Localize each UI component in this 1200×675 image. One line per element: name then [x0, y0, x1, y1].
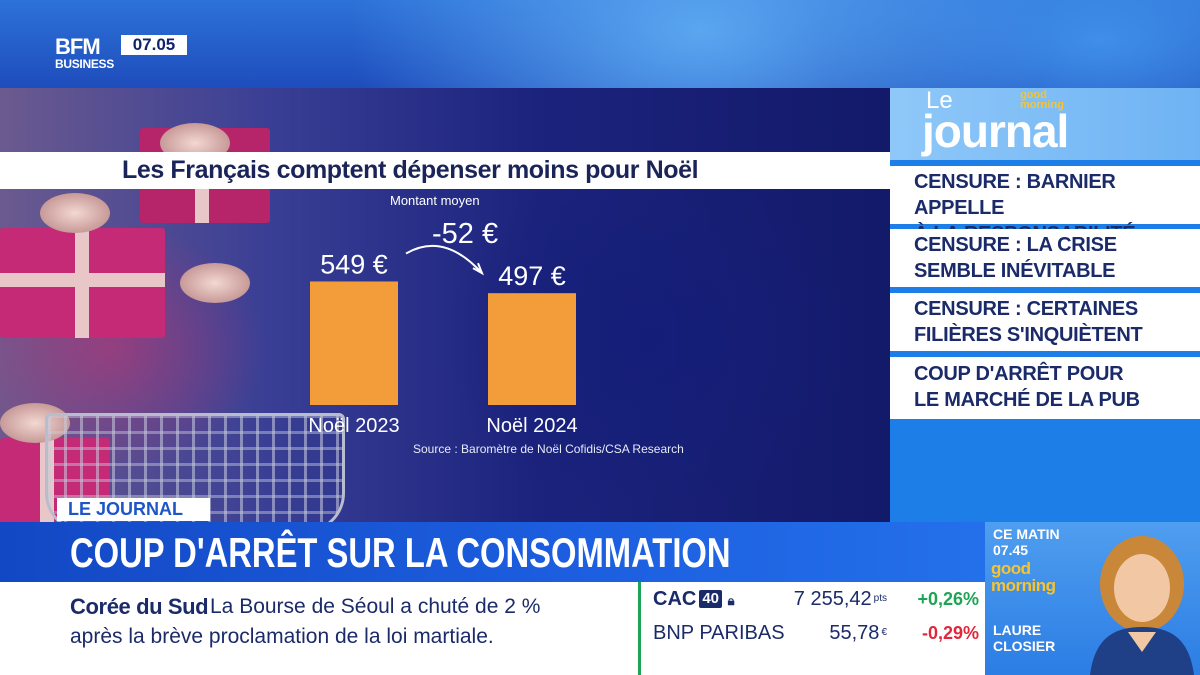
headline-item[interactable]: COUP D'ARRÊT POUR LE MARCHÉ DE LA PUB — [890, 357, 1200, 419]
bar-2 — [488, 293, 576, 405]
bar-value-label: 549 € — [320, 249, 388, 279]
journal-title: journal — [922, 105, 1069, 157]
headline-line: LE MARCHÉ DE LA PUB — [914, 389, 1140, 411]
presenter-first-name: LAURE — [993, 622, 1042, 638]
headline-line: CENSURE : CERTAINES — [914, 298, 1138, 320]
market-change: -0,29% — [921, 623, 979, 643]
presenter-photo — [1090, 536, 1194, 675]
market-ticker: CAC 40 🔒︎ 7 255,42 pts +0,26% BNP PARIBAS … — [638, 582, 985, 675]
chart-title-bar: Les Français comptent dépenser moins pou… — [0, 152, 890, 189]
market-stock-name: BNP PARIBAS — [653, 622, 785, 644]
presenter-last-name: CLOSIER — [993, 638, 1056, 654]
gift-box-image — [0, 228, 165, 338]
channel-logo: BFM BUSINESS — [55, 36, 117, 72]
headline-line: SEMBLE INÉVITABLE — [914, 260, 1116, 282]
journal-header: Le journal good morning — [890, 88, 1200, 160]
chart-title: Les Français comptent dépenser moins pou… — [122, 156, 699, 184]
journal-panel: Le journal good morning CENSURE : BARNIE… — [890, 88, 1200, 523]
chart-source: Source : Baromètre de Noël Cofidis/CSA R… — [413, 442, 684, 456]
market-change: +0,26% — [917, 589, 979, 609]
bar-chart: 549 € Noël 2023 497 € Noël 2024 — [308, 245, 578, 437]
market-value-unit: pts — [873, 593, 887, 604]
channel-logo-text: BFM — [55, 34, 101, 59]
channel-logo-subtext: BUSINESS — [55, 57, 114, 71]
market-value: 55,78 € — [829, 620, 887, 646]
market-value: 7 255,42 pts — [794, 586, 887, 612]
bar-value-label: 497 € — [498, 261, 566, 291]
category-label: Noël 2023 — [308, 415, 399, 437]
market-index-name: CAC 40 🔒︎ — [653, 586, 735, 614]
section-label: LE JOURNAL — [57, 498, 210, 521]
lock-icon: 🔒︎ — [727, 593, 735, 608]
decrease-arrow — [405, 245, 483, 274]
upcoming-label: CE MATIN — [993, 526, 1060, 542]
headline-line: CENSURE : BARNIER APPELLE — [914, 171, 1116, 219]
news-ticker: Corée du Sud La Bourse de Séoul a chuté … — [0, 582, 638, 675]
headline-item[interactable]: CENSURE : LA CRISE SEMBLE INÉVITABLE — [890, 229, 1200, 287]
category-label: Noël 2024 — [486, 415, 577, 437]
gift-bow-image — [180, 263, 250, 303]
show-logo: good morning — [991, 559, 1056, 595]
chart-subtitle: Montant moyen — [390, 193, 480, 208]
ticker-text: La Bourse de Séoul a chuté de 2 % — [210, 595, 541, 618]
journal-title-le: Le — [926, 87, 953, 114]
headline-line: CENSURE : LA CRISE — [914, 234, 1117, 256]
cac-40-badge: 40 — [699, 590, 723, 608]
ticker-topic: Corée du Sud — [70, 594, 209, 619]
bar-1 — [310, 281, 398, 405]
chart-annotation: -52 € — [432, 218, 499, 250]
headline-item[interactable]: CENSURE : CERTAINES FILIÈRES S'INQUIÈTEN… — [890, 293, 1200, 351]
market-value-number: 55,78 — [829, 622, 880, 644]
arrow-head-icon — [472, 262, 484, 276]
clock: 07.05 — [121, 35, 187, 55]
headline-item[interactable]: CENSURE : BARNIER APPELLE À LA RESPONSAB… — [890, 166, 1200, 245]
upcoming-time: 07.45 — [993, 542, 1029, 558]
headline-line: COUP D'ARRÊT POUR — [914, 363, 1124, 385]
presenter-card: CE MATIN 07.45 good morning LAURE CLOSIE… — [985, 522, 1200, 675]
main-banner: COUP D'ARRÊT SUR LA CONSOMMATION — [0, 522, 985, 582]
good-morning-logo: good morning — [1020, 89, 1064, 111]
market-value-number: 7 255,42 — [793, 588, 872, 610]
gift-bow-image — [40, 193, 110, 233]
market-index-label: CAC — [653, 588, 697, 610]
ticker-text: après la brève proclamation de la loi ma… — [70, 625, 494, 648]
headline-line: FILIÈRES S'INQUIÈTENT — [914, 324, 1143, 346]
main-headline: COUP D'ARRÊT SUR LA CONSOMMATION — [70, 529, 731, 576]
market-value-unit: € — [881, 627, 887, 638]
